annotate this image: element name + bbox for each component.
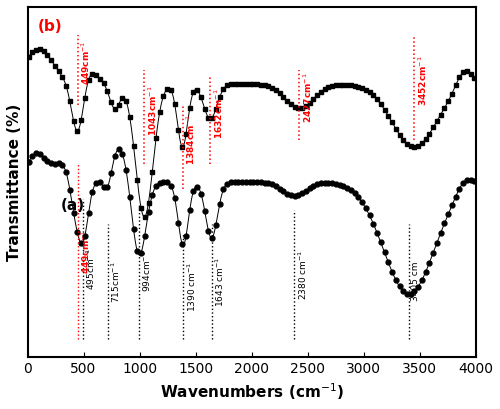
Text: 1384cm$^{-1}$: 1384cm$^{-1}$ — [184, 115, 197, 165]
Text: 3405 cm: 3405 cm — [411, 262, 420, 301]
Text: 715cm$^{-1}$: 715cm$^{-1}$ — [110, 261, 122, 303]
Text: 449cm$^{-1}$: 449cm$^{-1}$ — [80, 230, 92, 274]
Text: 1643 cm$^{-1}$: 1643 cm$^{-1}$ — [214, 256, 226, 307]
Text: 1043cm$^{-1}$: 1043cm$^{-1}$ — [146, 85, 158, 135]
Text: 2427cm$^{-1}$: 2427cm$^{-1}$ — [302, 73, 314, 123]
Text: (b): (b) — [38, 20, 62, 34]
Text: 1390 cm$^{-1}$: 1390 cm$^{-1}$ — [185, 262, 198, 312]
X-axis label: Wavenumbers (cm$^{-1}$): Wavenumbers (cm$^{-1}$) — [160, 381, 344, 402]
Text: 2380 cm$^{-1}$: 2380 cm$^{-1}$ — [296, 249, 308, 300]
Text: 449cm$^{-1}$: 449cm$^{-1}$ — [80, 41, 92, 85]
Text: 3452cm$^{-1}$: 3452cm$^{-1}$ — [416, 55, 428, 106]
Text: 1632cm$^{-1}$: 1632cm$^{-1}$ — [212, 88, 224, 139]
Y-axis label: Transmittance (%): Transmittance (%) — [7, 103, 22, 261]
Text: 495cm$^{-1}$: 495cm$^{-1}$ — [85, 249, 98, 290]
Text: 994cm$^{-1}$: 994cm$^{-1}$ — [141, 250, 154, 292]
Text: (a): (a) — [61, 198, 85, 213]
